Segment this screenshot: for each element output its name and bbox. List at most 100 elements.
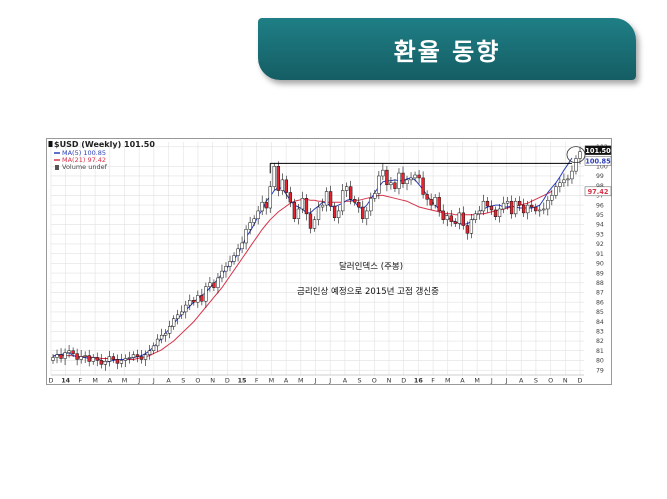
candle [95,352,99,367]
candle-body [196,295,200,303]
candle-body [542,208,546,211]
candle-body [393,182,397,189]
candle [99,353,103,369]
y-tick-label: 86 [596,299,604,306]
candle-body [493,209,498,218]
y-tick-label: 92 [596,241,604,248]
x-tick-label: F [431,377,435,385]
candle-body [300,198,305,210]
x-tick-label: N [563,377,568,385]
candle [316,202,321,226]
x-tick-label: D [49,377,54,385]
candle [272,162,276,191]
candle-body [276,166,280,191]
x-tick-label: A [519,377,524,385]
candle [59,348,63,363]
candle-body [312,219,317,229]
ma5-price-tag: 100.85 [585,158,611,166]
candle-body [220,270,224,279]
candle-body [268,186,272,209]
candle [328,185,333,212]
candle [465,221,470,240]
candle-body [425,194,429,200]
x-tick-label: J [314,377,317,385]
x-tick-label: N [387,377,392,385]
candle-body [340,190,345,212]
candle [103,357,107,371]
candle [216,272,220,294]
candle [224,262,228,278]
candle-body [469,219,474,234]
x-tick-label: D [578,377,583,385]
candle [530,199,534,212]
candle [208,277,212,292]
candle [373,190,377,202]
candle [522,198,526,218]
x-tick-label: 15 [238,377,247,385]
candle-body [566,178,570,181]
candle [473,210,478,224]
candle-body [192,299,196,303]
candle-body [260,201,264,212]
x-tick-label: A [284,377,289,385]
candle [131,351,136,361]
candle-body [51,357,55,361]
candle-body [353,199,357,203]
candle-body [453,221,457,224]
candle-body [485,200,490,207]
candle-body [385,169,389,185]
x-tick-label: O [548,377,553,385]
candle [320,198,325,212]
candle-body [127,357,132,359]
candle-body [538,209,542,212]
candle [453,218,457,227]
candle-body [421,177,425,195]
chart-container: 79 80 81 82 83 84 85 86 87 88 89 90 91 92 93 94 95 96 97 98… [46,138,612,385]
candle [75,348,79,366]
candle-body [172,318,176,327]
legend-volume-marker [55,165,59,170]
x-tick-label: J [505,377,508,385]
candle [284,175,288,199]
candle [377,171,381,200]
candle-body [252,218,256,223]
x-tick-label: M [445,377,451,385]
candle-body [413,174,417,179]
candle [349,180,353,205]
x-tick-label: D [401,377,406,385]
candle [401,166,405,188]
candle [461,206,465,230]
candle [111,353,116,363]
candle-body [558,182,562,187]
x-tick-label: A [343,377,348,385]
candle [188,294,192,311]
candle [332,202,337,222]
candle-body [361,206,365,219]
x-tick-label: M [474,377,480,385]
candle-body [284,179,288,193]
candle-body [236,248,240,256]
candle [87,349,91,367]
candle [324,187,329,212]
candle [509,195,514,219]
candle-body [369,198,373,212]
candle [83,351,87,364]
candle [526,200,530,220]
candle-body [103,361,107,365]
candle [566,174,570,187]
y-tick-label: 96 [596,202,604,209]
candle-body [180,311,184,316]
x-tick-label: S [534,377,538,385]
candle [357,197,361,213]
candle [228,255,232,272]
candle-body [83,355,87,357]
candle [405,175,409,191]
candle-body [59,354,63,359]
candle [63,348,67,366]
candle [119,353,124,368]
x-tick-label: N [210,377,215,385]
candle-body [501,202,506,210]
candle-body [530,204,534,208]
candle-body [562,179,566,184]
candle [534,203,538,215]
